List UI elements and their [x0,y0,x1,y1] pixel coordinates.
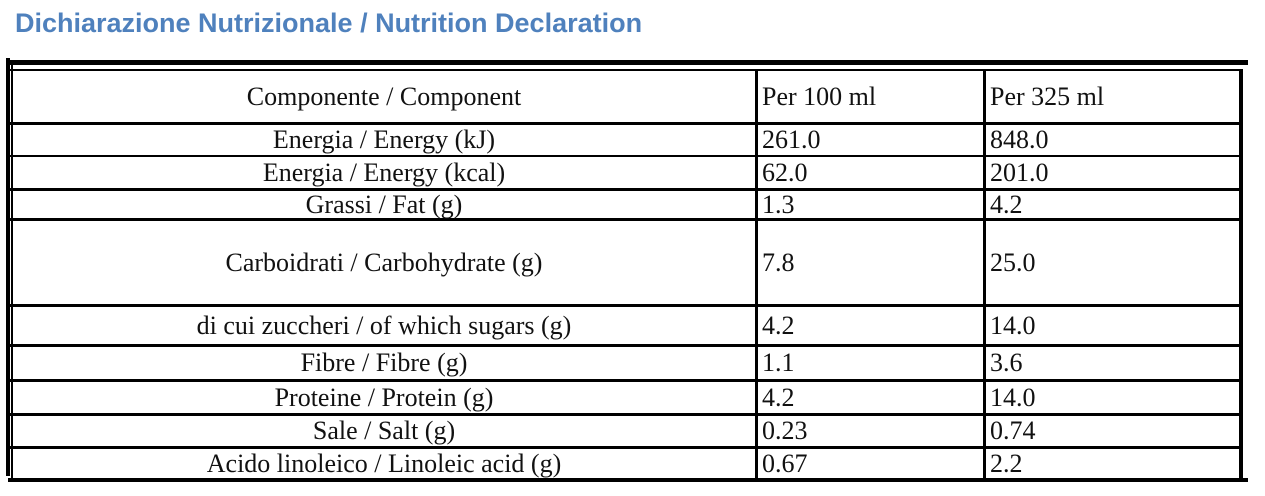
row-divider [10,379,1242,382]
table-left-border [6,58,10,476]
column-divider [983,69,986,482]
row-per-325ml: 848.0 [990,125,1049,154]
row-per-100ml: 0.23 [762,416,808,445]
row-per-100ml: 62.0 [762,157,808,187]
table-top-border [8,60,1248,65]
row-divider [10,413,1242,416]
row-per-325ml: 0.74 [990,416,1036,445]
row-per-325ml: 3.6 [990,348,1023,377]
row-divider [10,188,1242,191]
row-divider [10,446,1242,449]
page-title: Dichiarazione Nutrizionale / Nutrition D… [15,8,643,38]
header-per-325ml: Per 325 ml [990,81,1105,111]
row-component: di cui zuccheri / of which sugars (g) [196,310,572,340]
row-per-325ml: 4.2 [990,189,1023,219]
row-per-100ml: 261.0 [762,125,821,154]
row-divider [10,304,1242,307]
row-component: Energia / Energy (kcal) [262,157,506,187]
row-divider [10,344,1242,347]
row-per-100ml: 4.2 [762,310,795,340]
table-bottom-border [8,478,1248,482]
row-per-325ml: 2.2 [990,448,1023,478]
column-divider [755,69,758,482]
row-component: Carboidrati / Carbohydrate (g) [225,247,543,277]
row-per-325ml: 25.0 [990,247,1036,277]
row-per-325ml: 14.0 [990,382,1036,412]
row-per-100ml: 4.2 [762,382,795,412]
row-component: Energia / Energy (kJ) [272,125,496,154]
table-left-inner-border [11,60,13,482]
header-component: Componente / Component [246,81,522,111]
row-component: Grassi / Fat (g) [305,189,463,219]
row-component: Acido linoleico / Linoleic acid (g) [206,448,562,478]
row-per-100ml: 7.8 [762,247,795,277]
row-per-100ml: 0.67 [762,448,808,478]
row-per-325ml: 201.0 [990,157,1049,187]
row-per-100ml: 1.3 [762,189,795,219]
header-per-100ml: Per 100 ml [762,81,877,111]
row-component: Sale / Salt (g) [312,416,456,445]
row-per-100ml: 1.1 [762,348,795,377]
row-divider [10,155,1242,157]
row-component: Proteine / Protein (g) [274,382,494,412]
row-divider [10,218,1242,221]
row-divider [10,122,1242,125]
header-top-rule [10,69,1242,71]
table-right-border [1239,69,1243,482]
row-per-325ml: 14.0 [990,310,1036,340]
row-component: Fibre / Fibre (g) [300,348,468,377]
